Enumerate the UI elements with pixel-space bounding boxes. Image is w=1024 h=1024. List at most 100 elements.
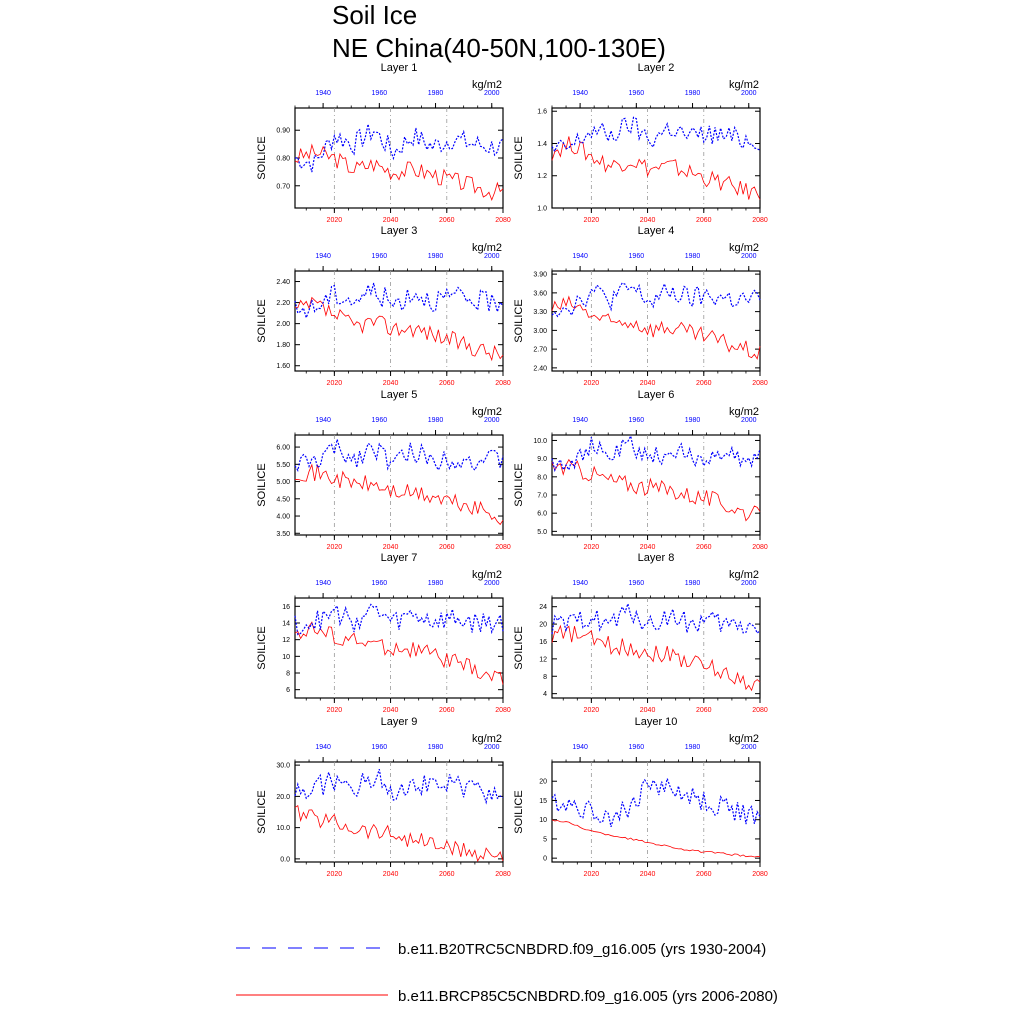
panel-layer-8: Layer 8 kg/m2 SOILICE 4 8 12 16 20 24 1940 1960 198… bbox=[513, 552, 768, 714]
y-tick-label: 3.60 bbox=[533, 290, 547, 297]
panel-layer-5: Layer 5 kg/m2 SOILICE 3.50 4.00 4.50 5.00 5.50 6… bbox=[256, 389, 511, 551]
y-tick-label: 2.20 bbox=[276, 300, 290, 307]
panel-title: Layer 8 bbox=[638, 552, 675, 564]
panel-title: Layer 5 bbox=[381, 389, 418, 401]
y-axis-label: SOILICE bbox=[513, 790, 525, 833]
y-tick-label: 2.70 bbox=[533, 347, 547, 354]
y-axis-label: SOILICE bbox=[513, 463, 525, 506]
units-label: kg/m2 bbox=[472, 79, 502, 91]
top-x-tick-label: 1980 bbox=[685, 253, 701, 260]
panel-layer-10: Layer 10 kg/m2 SOILICE 0 5 10 15 20 1940 1960 1980… bbox=[513, 716, 768, 878]
bottom-x-tick-label: 2040 bbox=[640, 217, 656, 224]
plot-frame bbox=[294, 434, 504, 536]
bottom-x-tick-label: 2040 bbox=[640, 871, 656, 878]
y-tick-label: 3.00 bbox=[533, 328, 547, 335]
y-axis-label: SOILICE bbox=[256, 790, 268, 833]
top-x-tick-label: 1940 bbox=[315, 580, 331, 587]
bottom-x-tick-label: 2080 bbox=[495, 380, 511, 387]
figure-subtitle: NE China(40-50N,100-130E) bbox=[332, 33, 666, 63]
panel-title: Layer 3 bbox=[381, 225, 418, 237]
bottom-x-tick-label: 2020 bbox=[584, 871, 600, 878]
y-tick-label: 6.0 bbox=[537, 511, 547, 518]
top-x-tick-label: 1980 bbox=[428, 580, 444, 587]
units-label: kg/m2 bbox=[472, 569, 502, 581]
y-axis-label: SOILICE bbox=[513, 299, 525, 342]
future-series-line bbox=[294, 296, 504, 362]
panel-title: Layer 4 bbox=[638, 225, 675, 237]
top-x-tick-label: 1960 bbox=[629, 580, 645, 587]
bottom-x-tick-label: 2060 bbox=[696, 380, 712, 387]
y-tick-label: 2.00 bbox=[276, 321, 290, 328]
top-x-tick-label: 1940 bbox=[315, 253, 331, 260]
y-tick-label: 16 bbox=[539, 639, 547, 646]
top-x-tick-label: 1940 bbox=[572, 580, 588, 587]
top-x-tick-label: 1940 bbox=[315, 90, 331, 97]
y-tick-label: 6 bbox=[286, 687, 290, 694]
y-axis-label: SOILICE bbox=[256, 136, 268, 179]
y-tick-label: 9.0 bbox=[537, 456, 547, 463]
bottom-x-tick-label: 2080 bbox=[752, 544, 768, 551]
y-tick-label: 24 bbox=[539, 604, 547, 611]
top-x-tick-label: 1960 bbox=[629, 417, 645, 424]
top-x-tick-label: 1940 bbox=[572, 744, 588, 751]
bottom-x-tick-label: 2060 bbox=[439, 544, 455, 551]
top-x-tick-label: 1940 bbox=[572, 417, 588, 424]
y-tick-label: 0.0 bbox=[280, 856, 290, 863]
panel-title: Layer 10 bbox=[635, 716, 678, 728]
y-tick-label: 10.0 bbox=[276, 825, 290, 832]
panel-title: Layer 2 bbox=[638, 62, 675, 74]
y-tick-label: 5.50 bbox=[276, 462, 290, 469]
plot-frame bbox=[551, 434, 761, 536]
top-x-tick-label: 1960 bbox=[372, 744, 388, 751]
figure-title: Soil Ice bbox=[332, 0, 417, 30]
bottom-x-tick-label: 2040 bbox=[640, 544, 656, 551]
y-tick-label: 0.80 bbox=[276, 156, 290, 163]
y-tick-label: 15 bbox=[539, 798, 547, 805]
legend: b.e11.B20TRC5CNBDRD.f09_g16.005 (yrs 193… bbox=[236, 941, 778, 1005]
panels: Layer 1 kg/m2 SOILICE 0.70 0.80 0.90 1940 1960 1… bbox=[256, 62, 768, 878]
units-label: kg/m2 bbox=[729, 242, 759, 254]
legend-future-label: b.e11.BRCP85C5CNBDRD.f09_g16.005 (yrs 20… bbox=[398, 988, 778, 1005]
top-x-tick-label: 2000 bbox=[741, 744, 757, 751]
y-axis-label: SOILICE bbox=[256, 626, 268, 669]
bottom-x-tick-label: 2040 bbox=[383, 871, 399, 878]
top-x-tick-label: 2000 bbox=[484, 253, 500, 260]
bottom-x-tick-label: 2020 bbox=[327, 707, 343, 714]
top-x-tick-label: 1980 bbox=[685, 90, 701, 97]
bottom-x-tick-label: 2020 bbox=[327, 217, 343, 224]
top-x-tick-label: 1980 bbox=[685, 417, 701, 424]
y-tick-label: 8 bbox=[543, 674, 547, 681]
bottom-x-tick-label: 2080 bbox=[495, 544, 511, 551]
y-tick-label: 20 bbox=[539, 779, 547, 786]
future-series-line bbox=[294, 143, 504, 201]
historical-series-line bbox=[294, 439, 504, 472]
panel-title: Layer 1 bbox=[381, 62, 418, 74]
bottom-x-tick-label: 2040 bbox=[640, 707, 656, 714]
future-series-line bbox=[294, 805, 504, 863]
units-label: kg/m2 bbox=[729, 569, 759, 581]
top-x-tick-label: 1940 bbox=[315, 744, 331, 751]
units-label: kg/m2 bbox=[472, 733, 502, 745]
bottom-x-tick-label: 2080 bbox=[495, 707, 511, 714]
top-x-tick-label: 2000 bbox=[741, 417, 757, 424]
top-x-tick-label: 1940 bbox=[315, 417, 331, 424]
bottom-x-tick-label: 2020 bbox=[584, 544, 600, 551]
bottom-x-tick-label: 2020 bbox=[327, 871, 343, 878]
y-tick-label: 1.80 bbox=[276, 342, 290, 349]
top-x-tick-label: 1980 bbox=[428, 253, 444, 260]
historical-series-line bbox=[551, 776, 761, 828]
y-tick-label: 2.40 bbox=[276, 279, 290, 286]
plot-frame bbox=[551, 270, 761, 372]
y-tick-label: 1.6 bbox=[537, 109, 547, 116]
panel-layer-3: Layer 3 kg/m2 SOILICE 1.60 1.80 2.00 2.20 2.40 1… bbox=[256, 225, 511, 387]
top-x-tick-label: 1960 bbox=[629, 744, 645, 751]
bottom-x-tick-label: 2060 bbox=[696, 707, 712, 714]
panel-layer-9: Layer 9 kg/m2 SOILICE 0.0 10.0 20.0 30.0 1940 19… bbox=[256, 716, 511, 878]
y-tick-label: 7.0 bbox=[537, 493, 547, 500]
units-label: kg/m2 bbox=[472, 242, 502, 254]
top-x-tick-label: 1960 bbox=[629, 90, 645, 97]
top-x-tick-label: 1980 bbox=[685, 744, 701, 751]
y-tick-label: 6.00 bbox=[276, 445, 290, 452]
historical-series-line bbox=[551, 282, 761, 318]
y-axis-label: SOILICE bbox=[513, 626, 525, 669]
